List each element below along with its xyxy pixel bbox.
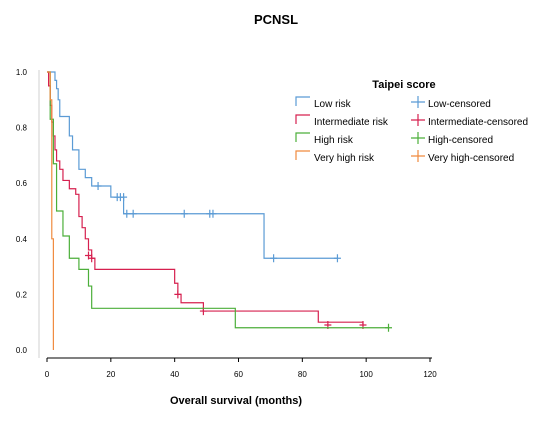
x-tick-label: 60 [234, 370, 243, 379]
legend-label: Low risk [314, 99, 352, 110]
legend-entry: High risk [295, 132, 354, 146]
censor-mark [120, 193, 128, 202]
y-tick-label: 0.0 [16, 346, 28, 355]
legend-entry: High-censored [411, 132, 493, 146]
legend-censor-swatch [411, 114, 425, 126]
censor-mark [123, 209, 131, 218]
x-axis-ticks: 0 20 40 60 80 100 120 [45, 358, 437, 379]
y-tick-label: 0.8 [16, 124, 28, 133]
censor-mark [94, 181, 102, 190]
censor-mark [174, 290, 182, 299]
legend-line-swatch [295, 150, 310, 160]
legend-censor-swatch [411, 96, 425, 108]
legend-entry: Very high-censored [411, 150, 514, 164]
series-line-3 [47, 71, 389, 329]
chart-title: PCNSL [254, 12, 298, 27]
legend-title: Taipei score [372, 79, 435, 91]
legend-label: Very high risk [314, 153, 375, 164]
legend: Taipei score Low risk Low-censored Interme… [295, 79, 528, 164]
legend-entry: Low-censored [411, 96, 491, 110]
legend-censor-swatch [411, 150, 425, 162]
x-tick-label: 20 [106, 370, 115, 379]
x-axis-title: Overall survival (months) [170, 395, 302, 407]
legend-label: Intermediate-censored [428, 117, 528, 128]
censor-mark [333, 254, 341, 263]
legend-entries: Low risk Low-censored Intermediate risk Int… [295, 96, 528, 164]
y-tick-label: 0.4 [16, 235, 28, 244]
legend-entry: Low risk [295, 96, 352, 110]
y-tick-label: 1.0 [16, 68, 28, 77]
legend-censor-swatch [411, 132, 425, 144]
legend-line-swatch [295, 132, 310, 142]
series-line-4 [47, 71, 54, 350]
legend-entry: Intermediate risk [295, 114, 389, 128]
x-tick-label: 100 [359, 370, 373, 379]
x-tick-label: 0 [45, 370, 50, 379]
legend-line-swatch [295, 96, 310, 106]
censor-mark [209, 209, 217, 218]
censor-mark [270, 254, 278, 263]
legend-label: Low-censored [428, 99, 491, 110]
legend-label: High risk [314, 135, 354, 146]
plot-area: 0 20 40 60 80 100 120 0.0 0.2 0.4 0.6 0.8 1.0 [16, 68, 437, 379]
censor-mark [129, 209, 137, 218]
censor-mark [385, 323, 393, 332]
series-line-1 [47, 71, 338, 259]
x-tick-label: 40 [170, 370, 179, 379]
y-tick-label: 0.2 [16, 290, 28, 299]
x-tick-label: 80 [298, 370, 307, 379]
censor-mark [180, 209, 188, 218]
y-tick-label: 0.6 [16, 179, 28, 188]
legend-label: Intermediate risk [314, 117, 389, 128]
x-tick-label: 120 [423, 370, 437, 379]
legend-entry: Intermediate-censored [411, 114, 528, 128]
legend-label: Very high-censored [428, 153, 514, 164]
y-axis-ticks: 0.0 0.2 0.4 0.6 0.8 1.0 [16, 68, 28, 355]
series-layer [47, 71, 393, 350]
legend-line-swatch [295, 114, 310, 124]
legend-label: High-censored [428, 135, 493, 146]
censor-mark [88, 254, 96, 263]
legend-entry: Very high risk [295, 150, 375, 164]
